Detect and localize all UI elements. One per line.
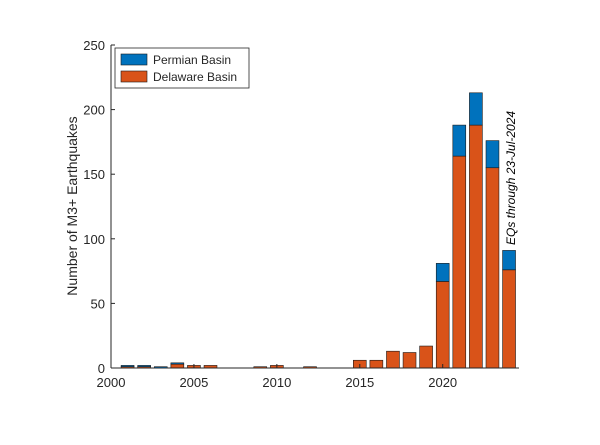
bar-delaware-basin-2018 [403,353,416,369]
y-tick-label-50: 50 [91,296,105,311]
bar-delaware-basin-2004 [171,364,184,368]
legend-swatch-permian [121,54,147,65]
x-tick-label-2020: 2020 [428,375,457,390]
x-tick-label-2000: 2000 [97,375,126,390]
x-tick-label-2010: 2010 [262,375,291,390]
bar-permian-basin-2022 [469,93,482,125]
annotation-text: EQs through 23-Jul-2024 [504,111,518,245]
y-tick-label-150: 150 [83,167,105,182]
bar-delaware-basin-2023 [486,168,499,368]
bar-permian-basin-2002 [138,365,151,366]
bar-permian-basin-2024 [503,250,516,269]
bar-delaware-basin-2020 [436,281,449,368]
bar-delaware-basin-2024 [503,270,516,368]
bar-permian-basin-2004 [171,363,184,364]
bar-permian-basin-2001 [121,365,134,366]
y-tick-label-250: 250 [83,38,105,53]
y-tick-label-0: 0 [98,361,105,376]
legend-swatch-delaware [121,71,147,82]
legend: Permian Basin Delaware Basin [115,48,249,88]
bar-delaware-basin-2016 [370,360,383,368]
bar-permian-basin-2020 [436,263,449,281]
x-tick-label-2005: 2005 [179,375,208,390]
x-tick-label-2015: 2015 [345,375,374,390]
y-tick-label-100: 100 [83,232,105,247]
bar-permian-basin-2023 [486,141,499,168]
bar-delaware-basin-2021 [453,156,466,368]
y-axis-title: Number of M3+ Earthquakes [64,116,80,295]
bar-delaware-basin-2022 [469,125,482,368]
bar-permian-basin-2021 [453,125,466,156]
y-tick-label-200: 200 [83,103,105,118]
legend-label-permian: Permian Basin [153,53,231,67]
legend-label-delaware: Delaware Basin [153,70,237,84]
bar-delaware-basin-2019 [420,346,433,368]
bar-delaware-basin-2017 [386,351,399,368]
